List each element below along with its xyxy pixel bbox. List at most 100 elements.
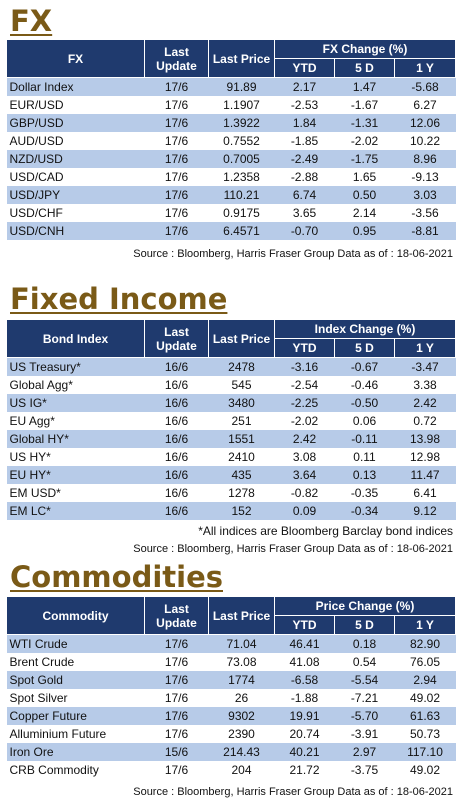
cell-last-update: 16/6 xyxy=(164,450,189,464)
fx-header-update: Last Update xyxy=(144,39,209,78)
cell-name: Brent Crude xyxy=(9,655,75,669)
table-row: EM USD* 16/6 1278 -0.82 -0.35 6.41 xyxy=(7,484,456,502)
cell-1y: -8.81 xyxy=(394,222,456,240)
table-row: WTI Crude 17/6 71.04 46.41 0.18 82.90 xyxy=(6,634,456,653)
cell-ytd: -2.02 xyxy=(290,414,319,428)
fx-header-group: FX Change (%) xyxy=(273,39,457,59)
cell-1y: 76.05 xyxy=(409,655,441,669)
cell-last-price: 2478 xyxy=(208,357,275,376)
table-row: CRB Commodity 17/6 204 21.72 -3.75 49.02 xyxy=(7,761,456,779)
cell-last-price: 1774 xyxy=(208,671,275,689)
cell-ytd: -3.16 xyxy=(274,357,335,376)
cell-last-price: 2390 xyxy=(228,727,255,741)
cell-last-update: 17/6 xyxy=(144,707,209,725)
fi-header-price: Last Price xyxy=(208,319,275,358)
cell-ytd: 1.84 xyxy=(274,114,335,132)
cell-ytd: -1.88 xyxy=(290,691,319,705)
fx-table: FX Last Update Last Price FX Change (%) … xyxy=(6,39,457,240)
fixed-income-source: Source : Bloomberg, Harris Fraser Group … xyxy=(133,543,453,555)
cell-ytd: 21.72 xyxy=(289,763,320,777)
cell-last-price: 110.21 xyxy=(208,186,275,204)
cell-ytd: -2.25 xyxy=(274,394,335,412)
table-row: Global Agg* 16/6 545 -2.54 -0.46 3.38 xyxy=(7,376,456,394)
cell-last-update: 16/6 xyxy=(144,357,209,376)
commodities-body: WTI Crude 17/6 71.04 46.41 0.18 82.90 Brent Cr… xyxy=(6,634,456,780)
fx-body: Dollar Index 17/6 91.89 2.17 1.47 -5.68 EUR/US… xyxy=(6,77,456,240)
cell-name: Dollar Index xyxy=(6,77,145,96)
cell-ytd: 3.08 xyxy=(292,450,317,464)
cell-name: EU Agg* xyxy=(9,414,55,428)
cell-last-price: 545 xyxy=(231,378,252,392)
cell-name: NZD/USD xyxy=(6,150,145,168)
cell-5d: -0.34 xyxy=(334,502,395,520)
cell-last-update: 17/6 xyxy=(144,671,209,689)
cell-name: USD/CAD xyxy=(9,170,64,184)
cell-name: Iron Ore xyxy=(6,743,145,761)
com-header-name: Commodity xyxy=(6,596,145,635)
cell-last-update: 17/6 xyxy=(164,134,189,148)
cell-1y: -3.47 xyxy=(394,357,456,376)
cell-1y: -9.13 xyxy=(411,170,439,184)
com-header-group: Price Change (%) xyxy=(274,596,456,616)
fx-header-5d: 5 D xyxy=(334,58,395,78)
cell-5d: -1.31 xyxy=(334,114,395,132)
cell-name: EM USD* xyxy=(9,486,61,500)
cell-5d: -2.02 xyxy=(350,134,379,148)
cell-last-price: 26 xyxy=(234,691,249,705)
com-header-price: Last Price xyxy=(208,596,275,635)
cell-last-price: 0.7005 xyxy=(208,150,275,168)
cell-5d: -7.21 xyxy=(350,691,379,705)
cell-ytd: 19.91 xyxy=(274,707,335,725)
table-row: Iron Ore 15/6 214.43 40.21 2.97 117.10 xyxy=(6,743,456,761)
cell-1y: 12.06 xyxy=(394,114,456,132)
cell-1y: 82.90 xyxy=(394,634,456,653)
cell-last-price: 214.43 xyxy=(208,743,275,761)
cell-last-price: 2410 xyxy=(228,450,255,464)
cell-name: EU HY* xyxy=(6,466,145,484)
cell-last-price: 204 xyxy=(231,763,252,777)
cell-5d: 0.95 xyxy=(334,222,395,240)
fx-header-price: Last Price xyxy=(208,39,275,78)
cell-last-price: 1278 xyxy=(228,486,255,500)
cell-ytd: 3.65 xyxy=(292,206,317,220)
cell-1y: 117.10 xyxy=(394,743,456,761)
table-row: Dollar Index 17/6 91.89 2.17 1.47 -5.68 xyxy=(6,77,456,96)
cell-ytd: 0.09 xyxy=(274,502,335,520)
commodities-source: Source : Bloomberg, Harris Fraser Group … xyxy=(133,786,453,798)
cell-5d: -1.67 xyxy=(350,98,379,112)
fx-header-name: FX xyxy=(6,39,145,78)
cell-1y: -5.68 xyxy=(394,77,456,96)
cell-last-update: 17/6 xyxy=(164,763,189,777)
cell-1y: 2.94 xyxy=(394,671,456,689)
cell-last-price: 91.89 xyxy=(208,77,275,96)
table-row: AUD/USD 17/6 0.7552 -1.85 -2.02 10.22 xyxy=(7,132,456,150)
fixed-income-table: Bond Index Last Update Last Price Index … xyxy=(6,319,457,520)
table-row: Brent Crude 17/6 73.08 41.08 0.54 76.05 xyxy=(7,653,456,671)
cell-name: EUR/USD xyxy=(9,98,64,112)
cell-5d: -3.91 xyxy=(350,727,379,741)
cell-name: WTI Crude xyxy=(6,634,145,653)
commodities-table: Commodity Last Update Last Price Price C… xyxy=(6,596,456,779)
cell-ytd: 46.41 xyxy=(274,634,335,653)
cell-name: USD/CNH xyxy=(6,222,145,240)
cell-ytd: -2.53 xyxy=(290,98,319,112)
cell-name: EM LC* xyxy=(6,502,145,520)
cell-1y: 3.03 xyxy=(394,186,456,204)
table-row: USD/CAD 17/6 1.2358 -2.88 1.65 -9.13 xyxy=(7,168,456,186)
cell-5d: 2.14 xyxy=(352,206,377,220)
cell-ytd: 40.21 xyxy=(274,743,335,761)
cell-last-price: 251 xyxy=(231,414,252,428)
cell-last-update: 16/6 xyxy=(144,502,209,520)
cell-name: US HY* xyxy=(9,450,51,464)
cell-1y: 61.63 xyxy=(394,707,456,725)
cell-5d: 0.50 xyxy=(334,186,395,204)
fx-header-1y: 1 Y xyxy=(393,58,457,78)
fixed-income-body: US Treasury* 16/6 2478 -3.16 -0.67 -3.47 Globa… xyxy=(6,357,456,520)
com-header-update: Last Update xyxy=(144,596,209,635)
cell-5d: -0.35 xyxy=(350,486,379,500)
cell-ytd: -0.70 xyxy=(274,222,335,240)
cell-ytd: -6.58 xyxy=(274,671,335,689)
fx-header-ytd: YTD xyxy=(274,58,335,78)
table-row: Spot Gold 17/6 1774 -6.58 -5.54 2.94 xyxy=(6,671,456,689)
cell-last-price: 152 xyxy=(208,502,275,520)
